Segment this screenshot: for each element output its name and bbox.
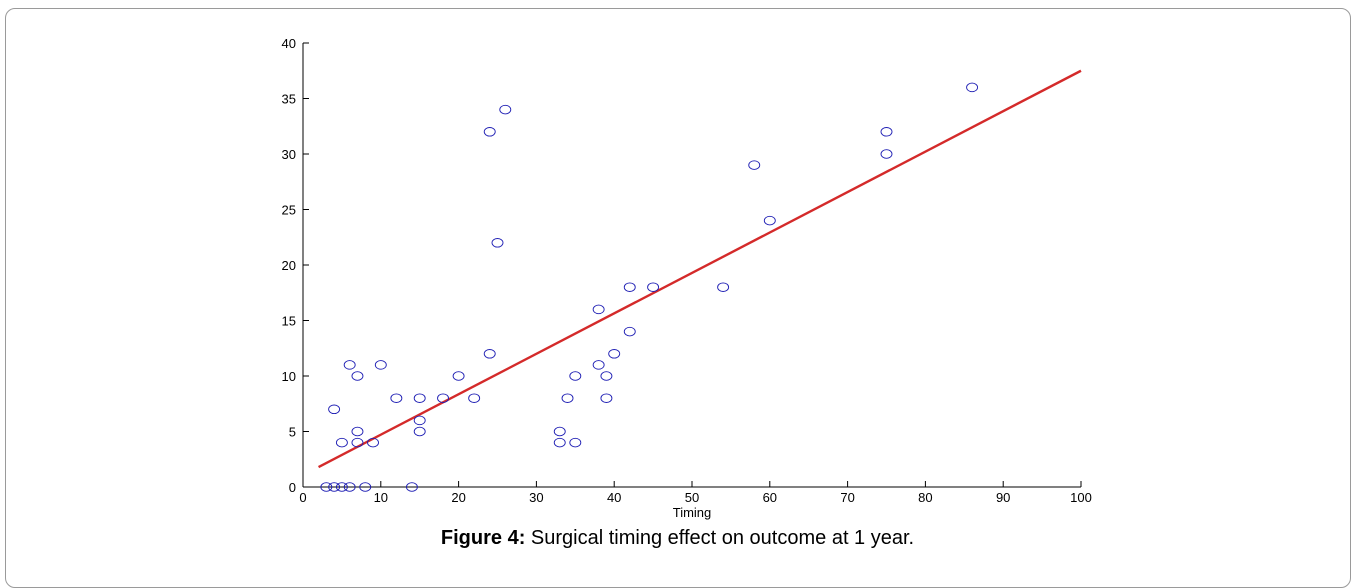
scatter-point — [351, 426, 364, 437]
y-tick-label: 25 — [282, 203, 296, 218]
scatter-point — [592, 304, 605, 315]
x-tick-label: 30 — [529, 490, 543, 505]
scatter-point — [413, 426, 426, 437]
scatter-point — [880, 127, 893, 137]
caption-label: Figure 4: — [440, 527, 526, 549]
x-tick-label: 80 — [918, 490, 932, 505]
fit-line-group — [318, 69, 1082, 469]
x-tick-label: 90 — [996, 490, 1010, 505]
x-axis-label: Timing — [673, 505, 712, 520]
chart-axes — [302, 43, 1081, 488]
scatter-point — [452, 371, 465, 381]
scatter-point — [351, 437, 364, 448]
scatter-points — [320, 82, 979, 492]
scatter-point — [763, 215, 776, 226]
scatter-point — [647, 282, 660, 292]
y-tick-label: 35 — [282, 92, 296, 107]
scatter-point — [600, 371, 613, 381]
y-tick-label: 40 — [282, 36, 296, 51]
scatter-point — [343, 360, 356, 370]
x-tick-label: 100 — [1070, 490, 1092, 505]
scatter-point — [491, 238, 504, 248]
scatter-point — [499, 104, 512, 115]
scatter-point — [483, 127, 496, 137]
caption-text: Surgical timing effect on outcome at 1 y… — [525, 527, 915, 549]
scatter-point — [561, 393, 574, 403]
scatter-point — [390, 393, 403, 403]
scatter-point — [367, 437, 379, 448]
scatter-point — [608, 349, 621, 359]
scatter-point — [413, 415, 426, 426]
fit-line — [318, 69, 1082, 469]
scatter-point — [405, 482, 418, 492]
scatter-point — [880, 149, 893, 159]
x-tick-label: 0 — [299, 490, 306, 505]
figure-caption: Figure 4: Surgical timing effect on outc… — [0, 527, 1355, 550]
scatter-point — [553, 437, 566, 448]
scatter-point — [966, 82, 979, 93]
y-tick-label: 30 — [282, 147, 296, 162]
y-axis-ticks: 0 5 10 15 20 25 30 35 40 — [282, 36, 309, 495]
scatter-point — [569, 437, 582, 448]
scatter-point — [600, 393, 613, 403]
scatter-point — [359, 482, 372, 492]
scatter-point — [717, 282, 730, 292]
y-tick-label: 20 — [282, 258, 296, 273]
scatter-point — [328, 482, 341, 492]
y-tick-label: 0 — [289, 480, 296, 495]
scatter-point — [328, 404, 341, 415]
y-tick-label: 5 — [289, 425, 296, 440]
scatter-point — [351, 371, 364, 381]
figure-frame — [5, 8, 1351, 588]
x-axis-ticks: 0 10 20 30 40 50 60 70 80 90 100 — [299, 481, 1092, 505]
x-tick-label: 60 — [763, 490, 777, 505]
scatter-point — [343, 482, 356, 492]
scatter-point — [468, 393, 481, 403]
scatter-point — [335, 437, 348, 448]
scatter-point — [483, 349, 496, 359]
scatter-point — [374, 360, 387, 370]
scatter-point — [437, 393, 449, 403]
scatter-point — [569, 371, 582, 381]
y-tick-label: 15 — [282, 314, 296, 329]
scatter-point — [553, 426, 566, 437]
scatter-point — [623, 282, 636, 292]
scatter-point — [748, 160, 761, 170]
y-tick-label: 10 — [282, 369, 296, 384]
x-tick-label: 70 — [840, 490, 854, 505]
scatter-point — [623, 326, 636, 337]
scatter-point — [320, 482, 333, 492]
scatter-point — [592, 360, 605, 370]
x-tick-label: 40 — [607, 490, 621, 505]
x-tick-label: 20 — [451, 490, 465, 505]
x-tick-label: 10 — [374, 490, 388, 505]
scatter-point — [335, 482, 348, 492]
scatter-point — [413, 393, 426, 403]
x-tick-label: 50 — [685, 490, 699, 505]
